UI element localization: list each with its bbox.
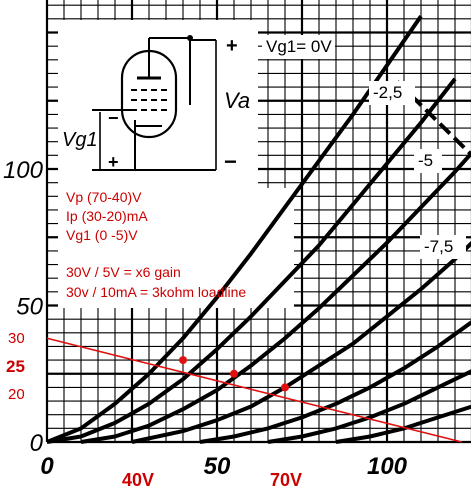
curve-label-background bbox=[369, 81, 415, 105]
characteristic-curve-4 bbox=[131, 241, 471, 444]
annotation-line: Vp (70-40)V bbox=[66, 189, 142, 205]
va-label: Va bbox=[224, 88, 250, 113]
x-tick-label: 0 bbox=[40, 453, 54, 480]
curve-label: Vg1= 0V bbox=[266, 37, 332, 56]
characteristic-curve-3 bbox=[80, 151, 471, 444]
y-tick-label: 50 bbox=[16, 294, 43, 321]
operating-point bbox=[179, 356, 187, 365]
dissipation-limit-line bbox=[395, 80, 471, 157]
annotations: Vp (70-40)V Ip (30-20)mA Vg1 (0 -5)V 30V / … bbox=[66, 189, 246, 300]
y-tick-label: 0 bbox=[30, 430, 44, 457]
current-marker-label: 20 bbox=[8, 386, 25, 403]
vg-label: Vg1 bbox=[62, 129, 98, 151]
characteristic-curve-2 bbox=[46, 77, 457, 444]
x-tick-label: 50 bbox=[204, 453, 231, 480]
voltage-marker-label: 70V bbox=[270, 470, 302, 490]
annotation-line: 30v / 10mA = 3kohm loadline bbox=[66, 284, 246, 300]
load-line-segment bbox=[46, 337, 462, 443]
characteristic-curve-5 bbox=[199, 320, 471, 444]
curve-labels: Vg1= 0V -2,5 -5 -7,5 bbox=[262, 35, 466, 259]
current-marker-label: 30 bbox=[8, 330, 25, 347]
current-marker-label: 25 bbox=[6, 357, 25, 376]
curves bbox=[46, 14, 471, 444]
tube-envelope-icon bbox=[120, 49, 178, 139]
characteristic-curve-7 bbox=[335, 404, 471, 444]
curve-label-background bbox=[420, 235, 466, 259]
characteristic-curve-1 bbox=[46, 14, 423, 444]
curve-label: -7,5 bbox=[424, 237, 453, 256]
operating-point bbox=[230, 369, 238, 378]
curve-label-background bbox=[414, 149, 442, 173]
operating-point-labels: 30 25 20 40V 70V bbox=[6, 330, 302, 490]
schematic-inset: + − Va − + Vg1 bbox=[58, 20, 294, 308]
x-tick-label: 100 bbox=[367, 453, 408, 480]
load-line bbox=[46, 337, 462, 443]
minus-sign: − bbox=[224, 149, 237, 174]
curve-label-background bbox=[262, 35, 335, 59]
annotation-line: Ip (30-20)mA bbox=[66, 208, 148, 224]
operating-point bbox=[281, 383, 289, 392]
annotation-line: 30V / 5V = x6 gain bbox=[66, 264, 181, 280]
tick-labels: 0 50 100 0 50 100 bbox=[3, 157, 408, 480]
characteristic-curve-6 bbox=[267, 369, 471, 444]
voltage-marker-label: 40V bbox=[122, 470, 154, 490]
plus-sign: + bbox=[226, 35, 238, 57]
annotation-line: Vg1 (0 -5)V bbox=[66, 227, 138, 243]
curve-label: -5 bbox=[418, 151, 433, 170]
grid-plus-sign: + bbox=[108, 152, 119, 172]
grid-minus-sign: − bbox=[108, 108, 119, 128]
curve-label: -2,5 bbox=[373, 83, 402, 102]
y-tick-label: 100 bbox=[3, 157, 44, 184]
